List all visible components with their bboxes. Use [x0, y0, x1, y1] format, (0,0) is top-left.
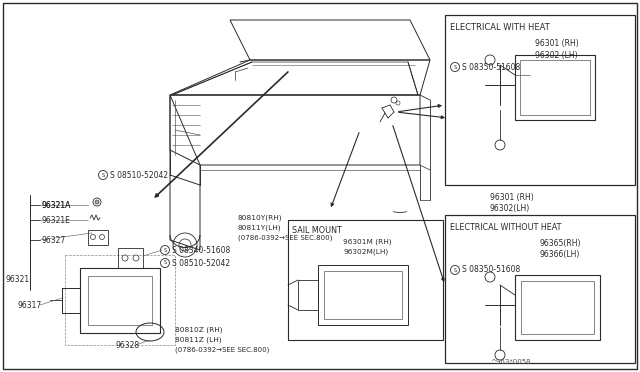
Bar [445, 215, 635, 363]
Text: SAIL MOUNT: SAIL MOUNT [292, 225, 342, 234]
Circle shape [133, 255, 139, 261]
Text: S: S [101, 173, 104, 177]
Bar [118, 248, 143, 268]
Circle shape [122, 255, 128, 261]
Bar [515, 275, 600, 340]
Bar [318, 265, 408, 325]
Bar [88, 276, 152, 325]
Text: S 08350-51608: S 08350-51608 [462, 266, 520, 275]
Text: S 08510-52042: S 08510-52042 [110, 170, 168, 180]
Text: 96321A: 96321A [41, 201, 70, 209]
Text: S: S [453, 64, 456, 70]
Text: 96301 (RH): 96301 (RH) [490, 192, 534, 202]
Text: (0786-0392→SEE SEC.800): (0786-0392→SEE SEC.800) [238, 235, 332, 241]
Text: 80810Z (RH): 80810Z (RH) [175, 327, 223, 333]
Text: 96327: 96327 [41, 235, 65, 244]
Text: 96366(LH): 96366(LH) [540, 250, 580, 260]
Bar [324, 271, 402, 319]
Text: 96328: 96328 [115, 340, 139, 350]
Text: 96302M(LH): 96302M(LH) [343, 249, 388, 255]
Text: S 08340-51608: S 08340-51608 [172, 246, 230, 254]
Text: (0786-0392→SEE SEC.800): (0786-0392→SEE SEC.800) [175, 347, 269, 353]
Bar [515, 55, 595, 120]
Text: S 08510-52042: S 08510-52042 [172, 259, 230, 267]
Text: 80810Y(RH): 80810Y(RH) [238, 215, 283, 221]
Bar [288, 220, 443, 340]
Bar [520, 60, 590, 115]
Bar [445, 15, 635, 185]
Bar [65, 255, 175, 345]
Text: 96317: 96317 [18, 301, 42, 310]
Text: 96321: 96321 [6, 276, 30, 285]
Text: 96321A: 96321A [41, 201, 70, 209]
Text: 96365(RH): 96365(RH) [540, 238, 582, 247]
Text: S 08350-51608: S 08350-51608 [462, 62, 520, 71]
Circle shape [95, 200, 99, 204]
Text: S: S [163, 247, 166, 253]
Text: 96301M (RH): 96301M (RH) [343, 239, 392, 245]
Text: 80811Z (LH): 80811Z (LH) [175, 337, 221, 343]
Text: 96321E: 96321E [41, 215, 70, 224]
Circle shape [99, 234, 104, 240]
Text: 96302(LH): 96302(LH) [490, 203, 531, 212]
Text: 96301 (RH): 96301 (RH) [535, 38, 579, 48]
Text: 96302 (LH): 96302 (LH) [535, 51, 578, 60]
Text: ELECTRICAL WITHOUT HEAT: ELECTRICAL WITHOUT HEAT [450, 222, 561, 231]
Text: 80811Y(LH): 80811Y(LH) [238, 225, 282, 231]
Bar [521, 281, 594, 334]
Circle shape [90, 234, 95, 240]
Text: S: S [163, 260, 166, 266]
Text: ^963*0058: ^963*0058 [490, 359, 531, 365]
Text: S: S [453, 267, 456, 273]
Bar [88, 230, 108, 245]
Text: ELECTRICAL WITH HEAT: ELECTRICAL WITH HEAT [450, 22, 550, 32]
